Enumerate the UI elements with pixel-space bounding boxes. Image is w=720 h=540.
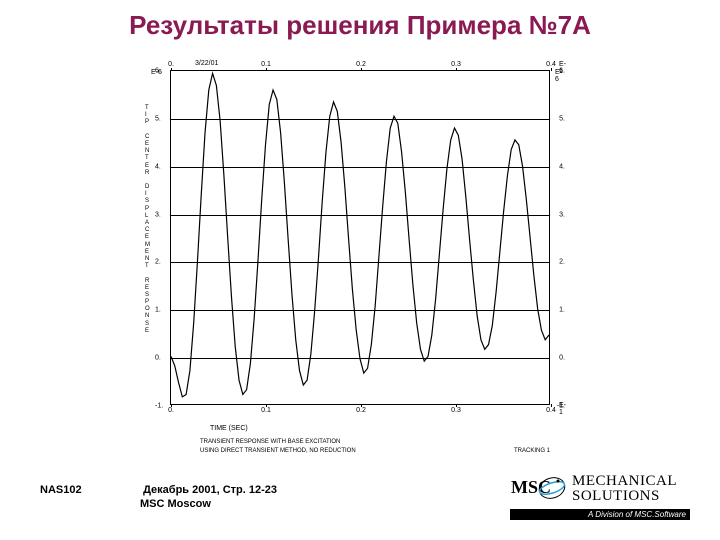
y-axis-letter: E — [145, 328, 150, 335]
y-axis-letter: M — [145, 242, 150, 249]
logo-text: MECHANICAL SOLUTIONS — [572, 474, 677, 504]
y-axis-letter: A — [145, 220, 150, 227]
y-axis-letter: L — [145, 213, 150, 220]
footer: NAS102 Декабрь 2001, Стр. 12-23 MSC Mosc… — [40, 484, 277, 510]
x-tick-label-top: 0.2 — [356, 61, 366, 68]
y-axis-letter: E — [145, 234, 150, 241]
y-axis-letter: E — [145, 141, 150, 148]
x-tick-label-top: 0. — [168, 61, 174, 68]
y-axis-letter: N — [145, 148, 150, 155]
logo-line1: MECHANICAL — [572, 474, 677, 489]
y-axis-letter: E — [145, 163, 150, 170]
y-axis-letter: R — [145, 278, 150, 285]
grid-line — [171, 215, 549, 216]
y-tick-label-right: 5. — [559, 115, 565, 122]
curve-svg — [171, 71, 549, 404]
y-axis-caption: TIP CENTER DISPLACEMENT RESPONSE — [145, 105, 150, 335]
y-axis-letter: R — [145, 170, 150, 177]
axis-exponent: E-1 — [559, 61, 566, 75]
y-axis-letter — [145, 270, 150, 277]
grid-line — [171, 310, 549, 311]
y-tick-label-right: 2. — [559, 259, 565, 266]
grid-line — [171, 167, 549, 168]
data-curve — [171, 73, 549, 396]
y-tick-label-left: 2. — [155, 259, 161, 266]
logo-mark: MSC — [510, 471, 566, 507]
grid-line — [171, 358, 549, 359]
x-tick — [456, 68, 457, 71]
y-axis-letter: P — [145, 206, 150, 213]
org-name: MSC Moscow — [140, 498, 277, 510]
x-tick — [266, 68, 267, 71]
y-axis-letter: N — [145, 313, 150, 320]
y-tick-label-right: 0. — [559, 355, 565, 362]
y-axis-letter — [145, 177, 150, 184]
y-tick-label-left: 4. — [155, 163, 161, 170]
x-tick — [361, 68, 362, 71]
y-tick-label-right: 1. — [559, 307, 565, 314]
chart-subtitle-2: USING DIRECT TRANSIENT METHOD, NO REDUCT… — [200, 448, 356, 454]
page-info: Декабрь 2001, Стр. 12-23 — [143, 484, 277, 496]
y-axis-letter: C — [145, 227, 150, 234]
y-axis-letter: T — [145, 105, 150, 112]
y-axis-letter: I — [145, 191, 150, 198]
y-axis-letter: C — [145, 134, 150, 141]
company-logo: MSC MECHANICAL SOLUTIONS A Division of M… — [510, 471, 690, 520]
y-axis-letter: N — [145, 256, 150, 263]
course-code: NAS102 — [40, 484, 140, 496]
y-axis-letter: E — [145, 285, 150, 292]
y-tick-label-left: 3. — [155, 211, 161, 218]
logo-dot-icon — [557, 480, 560, 483]
y-axis-letter: P — [145, 119, 150, 126]
grid-line — [171, 262, 549, 263]
y-tick-label-left: 0. — [155, 355, 161, 362]
plot-area: -1.-1.0.0.1.1.2.2.3.3.4.4.5.5.6.6.0.0.0.… — [170, 70, 550, 405]
slide-title: Результаты решения Примера №7A — [0, 10, 720, 41]
axis-exponent: E-1 — [559, 402, 566, 416]
tracking-label: TRACKING 1 — [514, 448, 550, 454]
x-tick — [171, 68, 172, 71]
logo-line2: SOLUTIONS — [572, 489, 677, 504]
x-tick-label-bottom: 0.2 — [356, 407, 366, 414]
x-tick-label-bottom: 0.4 — [546, 407, 556, 414]
x-tick-label-top: 0.3 — [451, 61, 461, 68]
chart-container: 3/22/01 TIP CENTER DISPLACEMENT RESPONSE… — [140, 55, 580, 460]
y-axis-letter: D — [145, 184, 150, 191]
x-tick — [551, 68, 552, 71]
y-tick-label-left: 5. — [155, 115, 161, 122]
y-axis-letter: S — [145, 198, 150, 205]
axis-exponent: E-6 — [151, 69, 162, 76]
chart-subtitle-1: TRANSIENT RESPONSE WITH BASE EXCITATION — [200, 439, 340, 446]
y-axis-letter: E — [145, 249, 150, 256]
x-tick-label-top: 0.1 — [261, 61, 271, 68]
logo-top-row: MSC MECHANICAL SOLUTIONS — [510, 471, 690, 507]
grid-line — [171, 119, 549, 120]
x-tick-label-top: 0.4 — [546, 61, 556, 68]
y-axis-letter: S — [145, 292, 150, 299]
y-axis-letter — [145, 127, 150, 134]
chart-date: 3/22/01 — [195, 60, 218, 67]
x-tick-label-bottom: 0.3 — [451, 407, 461, 414]
y-tick-label-right: 4. — [559, 163, 565, 170]
x-axis-caption: TIME (SEC) — [210, 425, 248, 432]
y-tick-label-left: -1. — [155, 403, 163, 410]
y-axis-letter: P — [145, 299, 150, 306]
y-tick-label-left: 1. — [155, 307, 161, 314]
y-axis-letter: T — [145, 155, 150, 162]
y-axis-letter: S — [145, 321, 150, 328]
slide: Результаты решения Примера №7A 3/22/01 T… — [0, 0, 720, 540]
y-tick-label-right: 3. — [559, 211, 565, 218]
y-axis-letter: I — [145, 112, 150, 119]
y-axis-letter: T — [145, 263, 150, 270]
logo-tagline-bar: A Division of MSC.Software — [510, 509, 690, 520]
x-tick-label-bottom: 0. — [168, 407, 174, 414]
y-axis-letter: O — [145, 306, 150, 313]
x-tick-label-bottom: 0.1 — [261, 407, 271, 414]
